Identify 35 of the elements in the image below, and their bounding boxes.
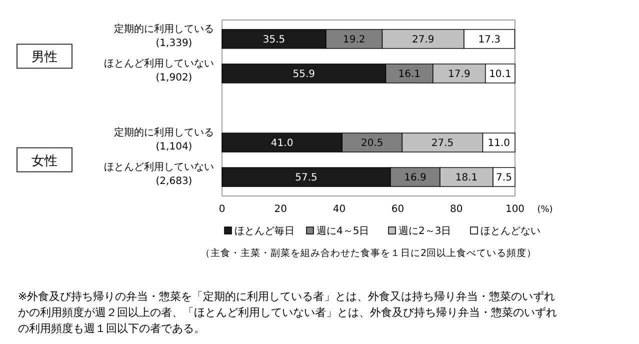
legend-label: ほとんど毎日	[234, 225, 294, 237]
data-label: 27.5	[431, 138, 454, 150]
data-label: 17.3	[478, 34, 500, 46]
data-label: 55.9	[292, 68, 316, 80]
text: 女性	[32, 154, 58, 169]
x-tick-label: 60	[391, 204, 404, 215]
text: ※外食及び持ち帰りの弁当・惣菜を「定期的に利用している者」とは、外食又は持ち帰り弁当・惣菜のいずれかの利用頻度が週２回以上の者、「ほとんど利用していない者」とは、外食及び持ち帰り弁当・惣菜のいずれの利用頻度も週１回以下の者である。	[18, 290, 557, 335]
x-tick-label: 100	[505, 204, 525, 215]
data-label: 11.0	[488, 138, 510, 150]
legend-label: ほとんどない	[480, 226, 540, 237]
x-tick-label: 20	[274, 204, 287, 215]
data-label: 16.1	[398, 68, 421, 80]
data-label: 7.5	[496, 172, 512, 184]
data-label: 57.5	[295, 172, 318, 184]
data-label: 17.9	[448, 68, 470, 80]
data-label: 18.1	[455, 172, 478, 184]
text: （主食・主菜・副菜を組み合わせた食事を１日に2回以上食べている頻度）	[200, 247, 537, 259]
x-tick-label: 40	[332, 204, 346, 215]
data-label: 19.2	[343, 34, 366, 46]
legend-label: 週に4～5日	[316, 226, 370, 237]
data-label: 35.5	[262, 34, 286, 46]
data-label: 27.9	[412, 34, 434, 46]
y-tick-label: 定期的に利用している (1,104)	[114, 126, 214, 153]
y-tick-label: 定期的に利用している (1,339)	[114, 22, 214, 49]
x-axis-title: (%)	[537, 205, 553, 215]
y-tick-label: ほとんど利用していない (2,683)	[104, 161, 214, 188]
legend-label: 週に2～3日	[398, 226, 452, 237]
text: 男性	[32, 50, 58, 66]
x-tick-label: 0	[218, 204, 226, 215]
y-tick-label: ほとんど利用していない (1,902)	[104, 57, 214, 84]
data-label: 20.5	[361, 138, 384, 150]
data-label: 41.0	[270, 138, 294, 150]
x-tick-label: 80	[450, 204, 463, 215]
data-label: 16.9	[404, 172, 426, 184]
data-label: 10.1	[489, 68, 512, 80]
